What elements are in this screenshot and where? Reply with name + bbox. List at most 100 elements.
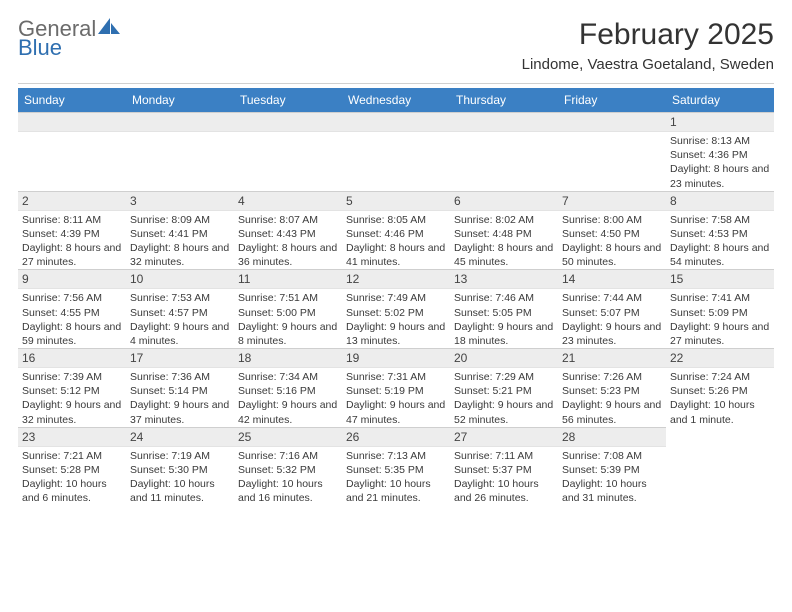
sunset-text: Sunset: 5:14 PM [130,384,230,398]
daylight-text: Daylight: 9 hours and 32 minutes. [22,398,122,426]
empty-day-strip [342,112,450,132]
day-info: Sunrise: 8:07 AMSunset: 4:43 PMDaylight:… [234,211,342,270]
day-info: Sunrise: 7:11 AMSunset: 5:37 PMDaylight:… [450,447,558,506]
sunset-text: Sunset: 4:55 PM [22,306,122,320]
day-info: Sunrise: 7:51 AMSunset: 5:00 PMDaylight:… [234,289,342,348]
sunrise-text: Sunrise: 7:29 AM [454,370,554,384]
calendar-day-cell: 18 Sunrise: 7:34 AMSunset: 5:16 PMDayligh… [234,348,342,427]
sunset-text: Sunset: 5:09 PM [670,306,770,320]
title-block: February 2025 Lindome, Vaestra Goetaland… [522,18,774,73]
day-info: Sunrise: 7:24 AMSunset: 5:26 PMDaylight:… [666,368,774,427]
sunrise-text: Sunrise: 7:58 AM [670,213,770,227]
calendar-day-cell: 8Sunrise: 7:58 AMSunset: 4:53 PMDaylight… [666,191,774,270]
daylight-text: Daylight: 9 hours and 23 minutes. [562,320,662,348]
calendar-day-cell [234,112,342,191]
day-number: 26 [342,427,450,447]
sunset-text: Sunset: 5:05 PM [454,306,554,320]
day-number: 14 [558,269,666,289]
sunrise-text: Sunrise: 7:08 AM [562,449,662,463]
empty-day-strip [558,112,666,132]
calendar-day-cell: 9Sunrise: 7:56 AMSunset: 4:55 PMDaylight… [18,269,126,348]
day-number: 15 [666,269,774,289]
sunrise-text: Sunrise: 8:11 AM [22,213,122,227]
day-info: Sunrise: 7:29 AMSunset: 5:21 PMDaylight:… [450,368,558,427]
daylight-text: Daylight: 10 hours and 21 minutes. [346,477,446,505]
calendar-day-cell: 13Sunrise: 7:46 AMSunset: 5:05 PMDayligh… [450,269,558,348]
sunrise-text: Sunrise: 8:07 AM [238,213,338,227]
day-number: 19 [342,348,450,368]
day-number: 11 [234,269,342,289]
calendar-day-cell: 14Sunrise: 7:44 AMSunset: 5:07 PMDayligh… [558,269,666,348]
sunset-text: Sunset: 5:39 PM [562,463,662,477]
calendar-day-cell: 24Sunrise: 7:19 AMSunset: 5:30 PMDayligh… [126,427,234,506]
calendar-day-cell: 1Sunrise: 8:13 AMSunset: 4:36 PMDaylight… [666,112,774,191]
sunrise-text: Sunrise: 7:36 AM [130,370,230,384]
calendar-table: SundayMondayTuesdayWednesdayThursdayFrid… [18,88,774,505]
sunset-text: Sunset: 5:37 PM [454,463,554,477]
calendar-day-cell: 19Sunrise: 7:31 AMSunset: 5:19 PMDayligh… [342,348,450,427]
daylight-text: Daylight: 9 hours and 18 minutes. [454,320,554,348]
day-number: 3 [126,191,234,211]
day-number: 24 [126,427,234,447]
sunset-text: Sunset: 5:16 PM [238,384,338,398]
day-info: Sunrise: 8:11 AMSunset: 4:39 PMDaylight:… [18,211,126,270]
calendar-day-cell: 16Sunrise: 7:39 AMSunset: 5:12 PMDayligh… [18,348,126,427]
daylight-text: Daylight: 9 hours and 47 minutes. [346,398,446,426]
daylight-text: Daylight: 10 hours and 31 minutes. [562,477,662,505]
sunrise-text: Sunrise: 7:26 AM [562,370,662,384]
calendar-week-row: 1Sunrise: 8:13 AMSunset: 4:36 PMDaylight… [18,112,774,191]
calendar-day-cell: 26Sunrise: 7:13 AMSunset: 5:35 PMDayligh… [342,427,450,506]
day-info: Sunrise: 8:02 AMSunset: 4:48 PMDaylight:… [450,211,558,270]
weekday-header: Tuesday [234,88,342,112]
sunset-text: Sunset: 4:39 PM [22,227,122,241]
sunrise-text: Sunrise: 8:02 AM [454,213,554,227]
calendar-day-cell: 12Sunrise: 7:49 AMSunset: 5:02 PMDayligh… [342,269,450,348]
sunset-text: Sunset: 5:00 PM [238,306,338,320]
sunset-text: Sunset: 4:53 PM [670,227,770,241]
daylight-text: Daylight: 9 hours and 4 minutes. [130,320,230,348]
day-info: Sunrise: 8:05 AMSunset: 4:46 PMDaylight:… [342,211,450,270]
calendar-page: General Blue February 2025 Lindome, Vaes… [0,0,792,517]
day-info: Sunrise: 7:08 AMSunset: 5:39 PMDaylight:… [558,447,666,506]
weekday-header: Saturday [666,88,774,112]
calendar-day-cell [558,112,666,191]
weekday-header: Thursday [450,88,558,112]
day-number: 18 [234,348,342,368]
sunset-text: Sunset: 4:36 PM [670,148,770,162]
sunrise-text: Sunrise: 7:34 AM [238,370,338,384]
sunrise-text: Sunrise: 7:41 AM [670,291,770,305]
daylight-text: Daylight: 9 hours and 27 minutes. [670,320,770,348]
calendar-header-row: SundayMondayTuesdayWednesdayThursdayFrid… [18,88,774,112]
divider [18,83,774,84]
day-info: Sunrise: 7:49 AMSunset: 5:02 PMDaylight:… [342,289,450,348]
day-info: Sunrise: 7:16 AMSunset: 5:32 PMDaylight:… [234,447,342,506]
sunrise-text: Sunrise: 7:24 AM [670,370,770,384]
daylight-text: Daylight: 10 hours and 6 minutes. [22,477,122,505]
sunrise-text: Sunrise: 8:00 AM [562,213,662,227]
sunset-text: Sunset: 5:12 PM [22,384,122,398]
daylight-text: Daylight: 8 hours and 23 minutes. [670,162,770,190]
sunrise-text: Sunrise: 7:21 AM [22,449,122,463]
day-number: 1 [666,112,774,132]
day-info: Sunrise: 8:13 AMSunset: 4:36 PMDaylight:… [666,132,774,191]
sunrise-text: Sunrise: 8:05 AM [346,213,446,227]
calendar-day-cell: 5Sunrise: 8:05 AMSunset: 4:46 PMDaylight… [342,191,450,270]
sunrise-text: Sunrise: 7:44 AM [562,291,662,305]
day-info: Sunrise: 8:00 AMSunset: 4:50 PMDaylight:… [558,211,666,270]
day-number: 4 [234,191,342,211]
day-info: Sunrise: 7:36 AMSunset: 5:14 PMDaylight:… [126,368,234,427]
calendar-week-row: 16Sunrise: 7:39 AMSunset: 5:12 PMDayligh… [18,348,774,427]
day-number: 21 [558,348,666,368]
daylight-text: Daylight: 10 hours and 11 minutes. [130,477,230,505]
day-number: 23 [18,427,126,447]
sunset-text: Sunset: 5:32 PM [238,463,338,477]
sunrise-text: Sunrise: 7:31 AM [346,370,446,384]
day-number: 25 [234,427,342,447]
day-info: Sunrise: 7:26 AMSunset: 5:23 PMDaylight:… [558,368,666,427]
daylight-text: Daylight: 8 hours and 36 minutes. [238,241,338,269]
calendar-day-cell: 20Sunrise: 7:29 AMSunset: 5:21 PMDayligh… [450,348,558,427]
daylight-text: Daylight: 9 hours and 42 minutes. [238,398,338,426]
logo: General Blue [18,18,120,59]
empty-day-strip [18,112,126,132]
calendar-day-cell: 28Sunrise: 7:08 AMSunset: 5:39 PMDayligh… [558,427,666,506]
